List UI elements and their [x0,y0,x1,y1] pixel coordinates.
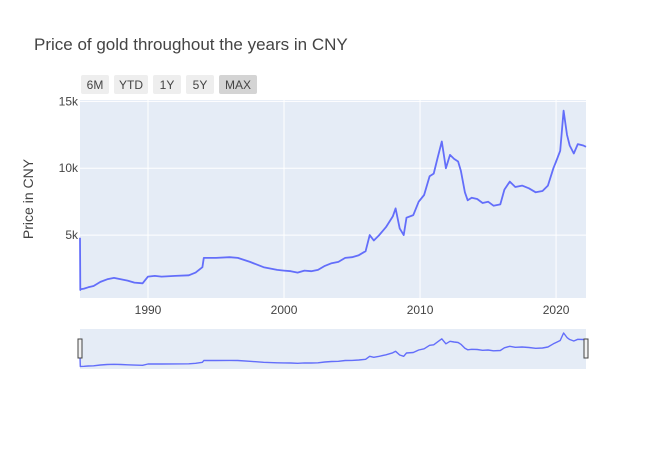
range-button-label: 5Y [193,78,208,92]
range-slider-right-handle[interactable] [583,338,589,359]
series-line-price [79,109,587,291]
range-button-label: 6M [87,78,104,92]
range-button-bg [114,75,148,94]
y-tick-label: 5k [65,228,79,242]
range-button-bg [186,75,214,94]
range-button-label: 1Y [160,78,175,92]
series-layer [79,109,587,291]
chart-title: Price of gold throughout the years in CN… [34,35,348,54]
x-tick-label: 1990 [135,303,162,317]
range-button-bg [219,75,257,94]
range-button-label: YTD [119,78,143,92]
range-button-ytd[interactable]: YTD [114,75,148,94]
y-tick-label: 10k [59,161,79,175]
range-button-max[interactable]: MAX [219,75,257,94]
plot-area [80,100,586,298]
range-slider-left-handle[interactable] [77,338,83,359]
range-slider-background [80,329,586,369]
range-button-bg [81,75,109,94]
range-slider-series [79,332,587,368]
range-button-label: MAX [225,78,251,92]
range-selector[interactable]: 6M YTD 1Y 5Y MAX [81,75,257,94]
range-slider[interactable] [77,329,589,369]
y-axis: 5k 10k 15k [59,94,79,242]
range-button-1y[interactable]: 1Y [153,75,181,94]
grid [80,100,586,298]
x-axis: 1990 2000 2010 2020 [135,303,570,317]
x-tick-label: 2000 [271,303,298,317]
range-button-5y[interactable]: 5Y [186,75,214,94]
range-slider-line [79,332,587,368]
y-axis-title: Price in CNY [20,158,36,239]
x-tick-label: 2010 [407,303,434,317]
range-button-6m[interactable]: 6M [81,75,109,94]
x-tick-label: 2020 [543,303,570,317]
y-tick-label: 15k [59,94,79,108]
range-button-bg [153,75,181,94]
